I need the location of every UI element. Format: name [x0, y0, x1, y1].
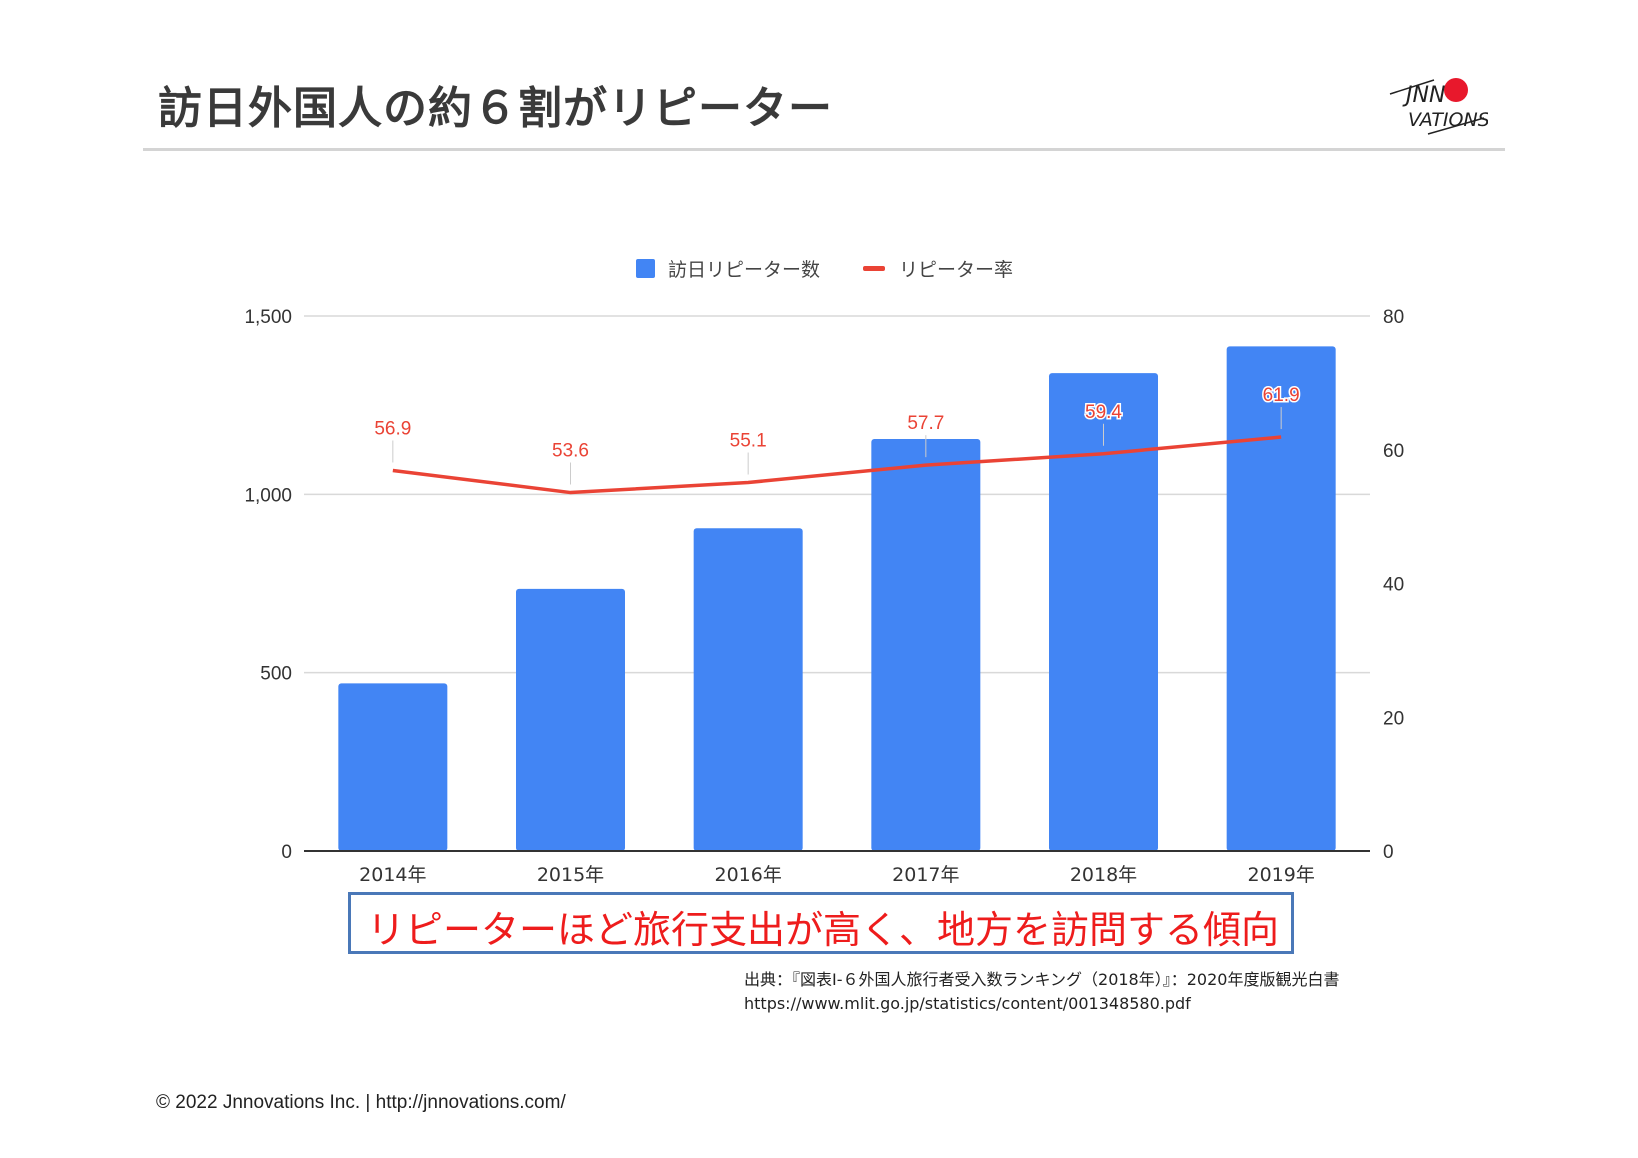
- x-tick-label: 2014年: [359, 864, 426, 886]
- y-left-tick-label: 1,500: [244, 307, 292, 328]
- bar: [1049, 373, 1158, 851]
- y-right-tick-label: 20: [1383, 708, 1404, 729]
- legend-swatch-line: [863, 266, 885, 271]
- source-url[interactable]: https://www.mlit.go.jp/statistics/conten…: [744, 994, 1191, 1013]
- x-tick-label: 2015年: [537, 864, 604, 886]
- rate-data-label: 59.4: [1085, 402, 1122, 423]
- y-left-tick-label: 1,000: [244, 485, 292, 506]
- legend-swatch-bars: [636, 259, 655, 278]
- copyright-footer: © 2022 Jnnovations Inc. | http://jnnovat…: [156, 1092, 566, 1113]
- data-labels: 56.9 53.6 55.1 57.7 59.4 61.9: [374, 384, 1301, 485]
- grid-lines: [304, 315, 1370, 674]
- y-left-tick-label: 0: [281, 842, 292, 863]
- callout-box: リピーターほど旅行支出が高く、地方を訪問する傾向: [348, 892, 1294, 954]
- bar: [693, 528, 803, 851]
- bar: [1226, 346, 1336, 851]
- rate-data-label: 56.9: [374, 418, 411, 439]
- legend: 訪日リピーター数 リピーター率: [636, 259, 1013, 281]
- rate-data-label: 55.1: [730, 431, 767, 452]
- bar: [871, 439, 981, 851]
- legend-label-bars: 訪日リピーター数: [668, 259, 820, 281]
- y-right-tick-label: 80: [1383, 307, 1404, 328]
- source-citation: 出典：『図表Ⅰ-６外国人旅行者受入数ランキング（2018年）』：2020年度版観…: [744, 970, 1340, 989]
- y-left-tick-label: 500: [260, 664, 292, 685]
- jnnovations-logo-icon: JNN VATIONS: [1389, 78, 1488, 135]
- slide-title: 訪日外国人の約６割がリピーター: [158, 83, 833, 134]
- callout-text: リピーターほど旅行支出が高く、地方を訪問する傾向: [367, 908, 1280, 952]
- rate-data-label: 53.6: [552, 441, 589, 462]
- rate-data-label: 61.9: [1263, 385, 1300, 406]
- bar: [516, 588, 625, 851]
- x-tick-label: 2016年: [714, 864, 781, 886]
- y-right-tick-label: 40: [1383, 575, 1404, 596]
- y-right-tick-label: 0: [1383, 842, 1394, 863]
- x-tick-label: 2018年: [1070, 864, 1137, 886]
- svg-text:VATIONS: VATIONS: [1408, 109, 1488, 131]
- title-divider: [143, 148, 1505, 151]
- rate-line: [392, 435, 1282, 495]
- x-tick-label: 2019年: [1247, 864, 1314, 886]
- x-tick-label: 2017年: [892, 864, 959, 886]
- y-right-tick-label: 60: [1383, 441, 1404, 462]
- rate-data-label: 57.7: [907, 413, 944, 434]
- legend-label-line: リピーター率: [899, 259, 1013, 281]
- svg-text:JNN: JNN: [1402, 83, 1445, 108]
- axes: 0 500 1,000 1,500 0 20 40 60 80 2014年 2015年 2016年 20…: [244, 307, 1404, 886]
- bars: [338, 346, 1336, 851]
- bar: [338, 683, 448, 851]
- rate-series-line: [392, 435, 1282, 495]
- source-note: 出典：『図表Ⅰ-６外国人旅行者受入数ランキング（2018年）』：2020年度版観…: [744, 968, 1339, 1016]
